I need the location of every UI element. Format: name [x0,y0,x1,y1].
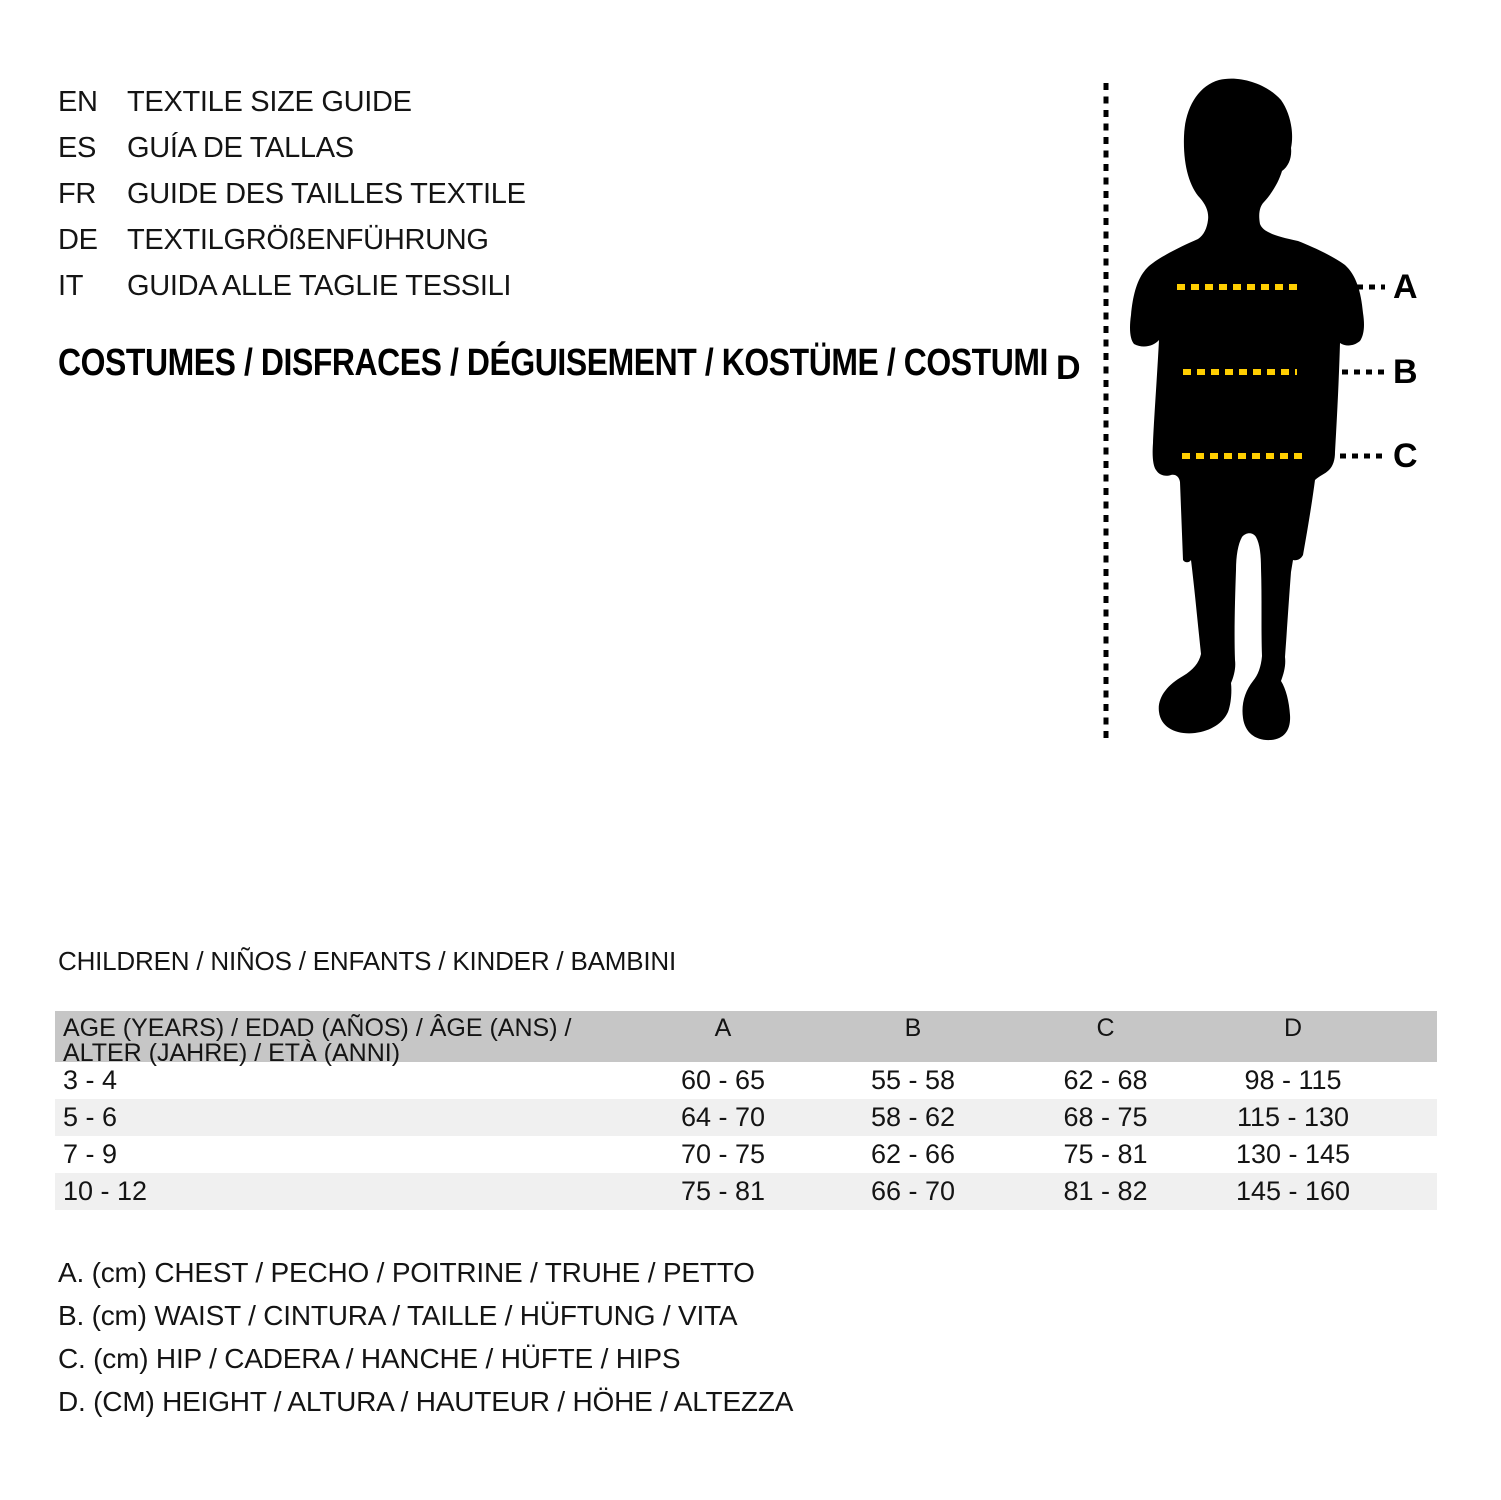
language-row-en: EN TEXTILE SIZE GUIDE [58,79,526,125]
measure-label-height: D [1056,349,1081,387]
table-row: 10 - 12 75 - 81 66 - 70 81 - 82 145 - 16… [55,1173,1437,1210]
language-label: GUIDA ALLE TAGLIE TESSILI [127,270,512,302]
waist-cell: 58 - 62 [870,1102,956,1132]
legend-waist: B. (cm) WAIST / CINTURA / TAILLE / HÜFTU… [58,1300,738,1331]
language-row-it: IT GUIDA ALLE TAGLIE TESSILI [58,263,526,309]
category-title: COSTUMES / DISFRACES / DÉGUISEMENT / KOS… [58,342,1048,384]
language-label: TEXTILE SIZE GUIDE [127,86,412,118]
column-header-a: A [714,1014,732,1042]
height-cell: 115 - 130 [1236,1102,1350,1132]
size-table-header-row: AGE (YEARS) / EDAD (AÑOS) / ÂGE (ANS) / … [55,1011,1437,1066]
filler-cell [1383,1173,1437,1210]
language-label: GUÍA DE TALLAS [127,132,354,164]
age-cell: 10 - 12 [63,1176,148,1206]
age-header-line2: ALTER (JAHRE) / ETÀ (ANNI) [63,1039,401,1067]
measurement-legend: A. (cm) CHEST / PECHO / POITRINE / TRUHE… [58,1251,793,1423]
child-silhouette-figure [1103,78,1385,742]
chest-cell: 70 - 75 [680,1139,766,1169]
legend-chest: A. (cm) CHEST / PECHO / POITRINE / TRUHE… [58,1257,755,1288]
height-cell: 145 - 160 [1235,1176,1351,1206]
measure-label-waist: B [1393,353,1418,391]
measure-label-hip: C [1393,437,1418,475]
age-cell: 3 - 4 [63,1065,118,1095]
size-table: AGE (YEARS) / EDAD (AÑOS) / ÂGE (ANS) / … [55,1011,1437,1210]
column-header-c: C [1096,1014,1115,1042]
filler-cell [1383,1136,1437,1173]
age-column-header: AGE (YEARS) / EDAD (AÑOS) / ÂGE (ANS) / … [55,1011,628,1066]
language-code: IT [58,270,84,302]
table-row: 7 - 9 70 - 75 62 - 66 75 - 81 130 - 145 [55,1136,1437,1173]
language-row-de: DE TEXTILGRÖßENFÜHRUNG [58,217,526,263]
legend-height: D. (CM) HEIGHT / ALTURA / HAUTEUR / HÖHE… [58,1386,794,1417]
chest-cell: 60 - 65 [680,1065,766,1095]
age-cell: 5 - 6 [63,1102,118,1132]
child-silhouette [1130,78,1364,741]
language-label: GUIDE DES TAILLES TEXTILE [127,178,526,210]
language-row-es: ES GUÍA DE TALLAS [58,125,526,171]
waist-cell: 62 - 66 [870,1139,956,1169]
table-row: 5 - 6 64 - 70 58 - 62 68 - 75 115 - 130 [55,1099,1437,1136]
language-label: TEXTILGRÖßENFÜHRUNG [127,224,489,256]
hip-cell: 81 - 82 [1063,1176,1148,1206]
waist-cell: 55 - 58 [870,1065,956,1095]
waist-cell: 66 - 70 [870,1176,956,1206]
legend-hip: C. (cm) HIP / CADERA / HANCHE / HÜFTE / … [58,1343,681,1374]
language-code: EN [58,86,98,118]
measure-label-chest: A [1393,268,1418,306]
chest-cell: 75 - 81 [680,1176,766,1206]
header-filler-cell [1383,1011,1437,1066]
language-code: DE [58,224,98,256]
language-row-fr: FR GUIDE DES TAILLES TEXTILE [58,171,526,217]
language-code: ES [58,132,97,164]
hip-cell: 62 - 68 [1063,1065,1148,1095]
height-cell: 130 - 145 [1235,1139,1351,1169]
language-code: FR [58,178,97,210]
hip-cell: 68 - 75 [1063,1102,1148,1132]
height-cell: 98 - 115 [1244,1065,1342,1095]
age-header-line1: AGE (YEARS) / EDAD (AÑOS) / ÂGE (ANS) / [63,1014,572,1042]
table-row: 3 - 4 60 - 65 55 - 58 62 - 68 98 - 115 [55,1062,1437,1099]
chest-cell: 64 - 70 [680,1102,766,1132]
filler-cell [1383,1099,1437,1136]
age-cell: 7 - 9 [63,1139,118,1169]
table-section-title: CHILDREN / NIÑOS / ENFANTS / KINDER / BA… [58,946,676,976]
filler-cell [1383,1062,1437,1099]
column-header-d: D [1283,1014,1303,1042]
column-header-b: B [904,1014,922,1042]
language-list: EN TEXTILE SIZE GUIDE ES GUÍA DE TALLAS … [58,79,526,309]
hip-cell: 75 - 81 [1063,1139,1148,1169]
